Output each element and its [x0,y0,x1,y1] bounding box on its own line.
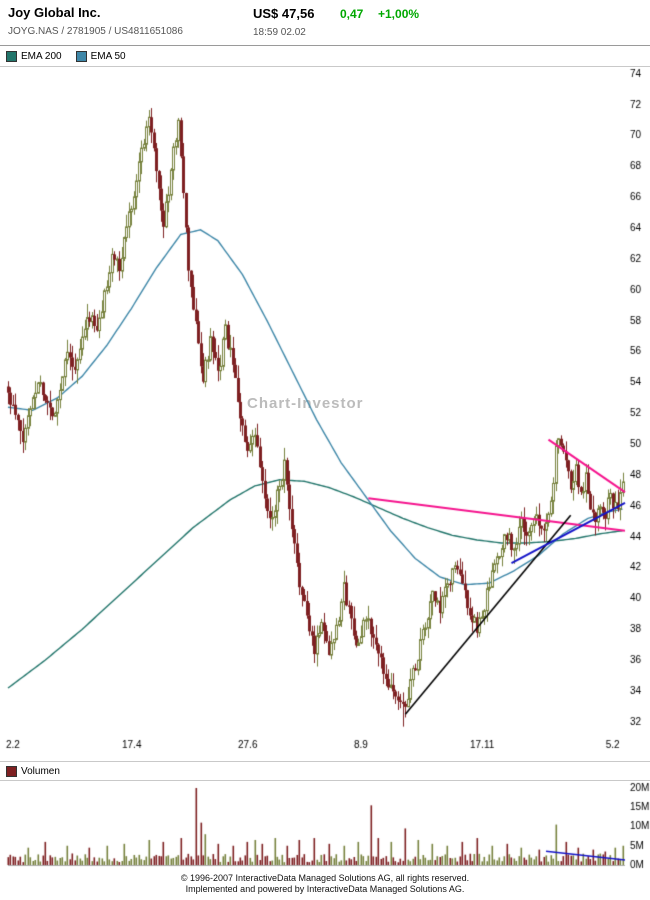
ema-legend: EMA 200 EMA 50 [6,51,126,62]
volume-chart-canvas [0,781,650,873]
change-percent: +1,00% [378,7,420,21]
header-divider [0,45,650,46]
instrument-identifiers: JOYG.NAS / 2781905 / US4811651086 [8,26,183,37]
volume-legend: Volumen [6,766,60,777]
volume-legend-divider [0,780,650,781]
volume-swatch-icon [6,766,17,777]
ema50-swatch-icon [75,51,87,62]
powered-by-line: Implemented and powered by InteractiveDa… [185,884,465,894]
legend-item-ema50: EMA 50 [75,51,126,62]
instrument-title: Joy Global Inc. [8,5,101,20]
ema200-label: EMA 200 [21,51,62,62]
price-chart-canvas [0,68,650,762]
quote-timestamp: 18:59 02.02 [253,27,306,38]
copyright-line: © 1996-2007 InteractiveData Managed Solu… [180,873,470,883]
last-price: US$ 47,56 [253,6,315,21]
volume-label: Volumen [21,766,60,777]
ema200-swatch-icon [6,51,17,62]
legend-divider [0,66,650,67]
change-absolute: 0,47 [340,7,364,21]
legend-item-ema200: EMA 200 [6,51,62,62]
ema50-label: EMA 50 [90,51,126,62]
